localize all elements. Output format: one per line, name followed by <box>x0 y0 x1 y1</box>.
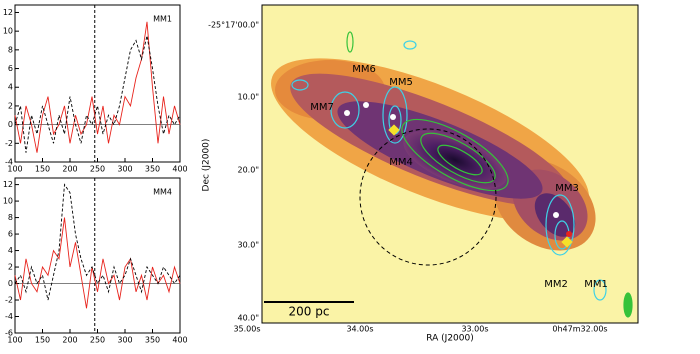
x-tick-label: 33.00s <box>461 325 488 334</box>
source-label: MM4 <box>389 157 413 168</box>
galaxy-emission <box>271 58 596 251</box>
x-tick-label: 400 <box>172 165 187 174</box>
x-tick-label: 100 <box>7 336 22 345</box>
aperture-circle <box>359 128 497 266</box>
y-tick-label: 30.0" <box>238 241 260 250</box>
y-tick-label: 2 <box>8 101 13 110</box>
x-tick-label: 150 <box>35 336 50 345</box>
y-tick-label: 10.0" <box>238 93 260 102</box>
x-tick-label: 300 <box>117 165 132 174</box>
panel-label: MM4 <box>153 188 172 197</box>
spectrum-line <box>14 21 181 153</box>
y-tick-label: -4 <box>5 158 13 167</box>
y-tick-label: 4 <box>8 246 13 255</box>
panel-label: MM1 <box>153 15 172 24</box>
x-tick-label: 34.00s <box>346 325 373 334</box>
y-tick-label: 10 <box>3 197 13 206</box>
x-tick-label: 0h47m32.00s <box>552 325 607 334</box>
x-tick-label: 350 <box>145 165 160 174</box>
diamond-markers <box>388 124 573 248</box>
source-label: MM1 <box>584 279 608 290</box>
source-label: MM2 <box>544 279 568 290</box>
x-axis-label: RA (J2000) <box>426 334 474 344</box>
x-tick-label: 35.00s <box>233 325 260 334</box>
x-tick-label: 150 <box>35 165 50 174</box>
spectrum-line <box>14 35 181 153</box>
y-tick-label: -2 <box>5 296 13 305</box>
y-tick-label: 0 <box>8 120 13 129</box>
x-tick-label: 400 <box>172 336 187 345</box>
y-tick-label: 4 <box>8 83 13 92</box>
source-label: MM3 <box>555 183 579 194</box>
spectrum-line <box>14 183 181 301</box>
spectrum-line <box>14 217 181 309</box>
y-tick-label: 10 <box>3 27 13 36</box>
plot-frame <box>14 177 181 334</box>
y-tick-label: 20.0" <box>238 166 260 175</box>
scale-label: 200 pc <box>289 305 330 319</box>
star-markers <box>344 102 559 218</box>
y-tick-label: 40.0" <box>238 314 260 323</box>
y-tick-label: 6 <box>8 64 13 73</box>
source-label: MM5 <box>389 77 413 88</box>
green-contours <box>346 31 633 318</box>
y-tick-label: -4 <box>5 312 13 321</box>
source-label: MM6 <box>352 64 376 75</box>
y-tick-label: -25°17'00.0" <box>208 21 259 30</box>
y-tick-label: 8 <box>8 213 13 222</box>
source-label: MM7 <box>310 102 334 113</box>
y-tick-label: -2 <box>5 139 13 148</box>
y-tick-label: 0 <box>8 279 13 288</box>
y-tick-label: 12 <box>3 180 13 189</box>
y-tick-label: 2 <box>8 263 13 272</box>
x-tick-label: 250 <box>90 336 105 345</box>
x-tick-label: 200 <box>62 165 77 174</box>
x-tick-label: 200 <box>62 336 77 345</box>
x-tick-label: 250 <box>90 165 105 174</box>
x-tick-label: 100 <box>7 165 22 174</box>
y-tick-label: 8 <box>8 45 13 54</box>
y-tick-label: 12 <box>3 8 13 17</box>
plot-frame <box>14 4 181 163</box>
x-tick-label: 350 <box>145 336 160 345</box>
image-panel: 200 pc MM1 MM2 MM3 MM4 MM5 MM6 MM7 RA (J… <box>202 4 639 344</box>
y-tick-label: 6 <box>8 230 13 239</box>
y-tick-label: -6 <box>5 329 13 338</box>
x-tick-label: 300 <box>117 336 132 345</box>
y-axis-label: Dec (J2000) <box>202 139 212 192</box>
